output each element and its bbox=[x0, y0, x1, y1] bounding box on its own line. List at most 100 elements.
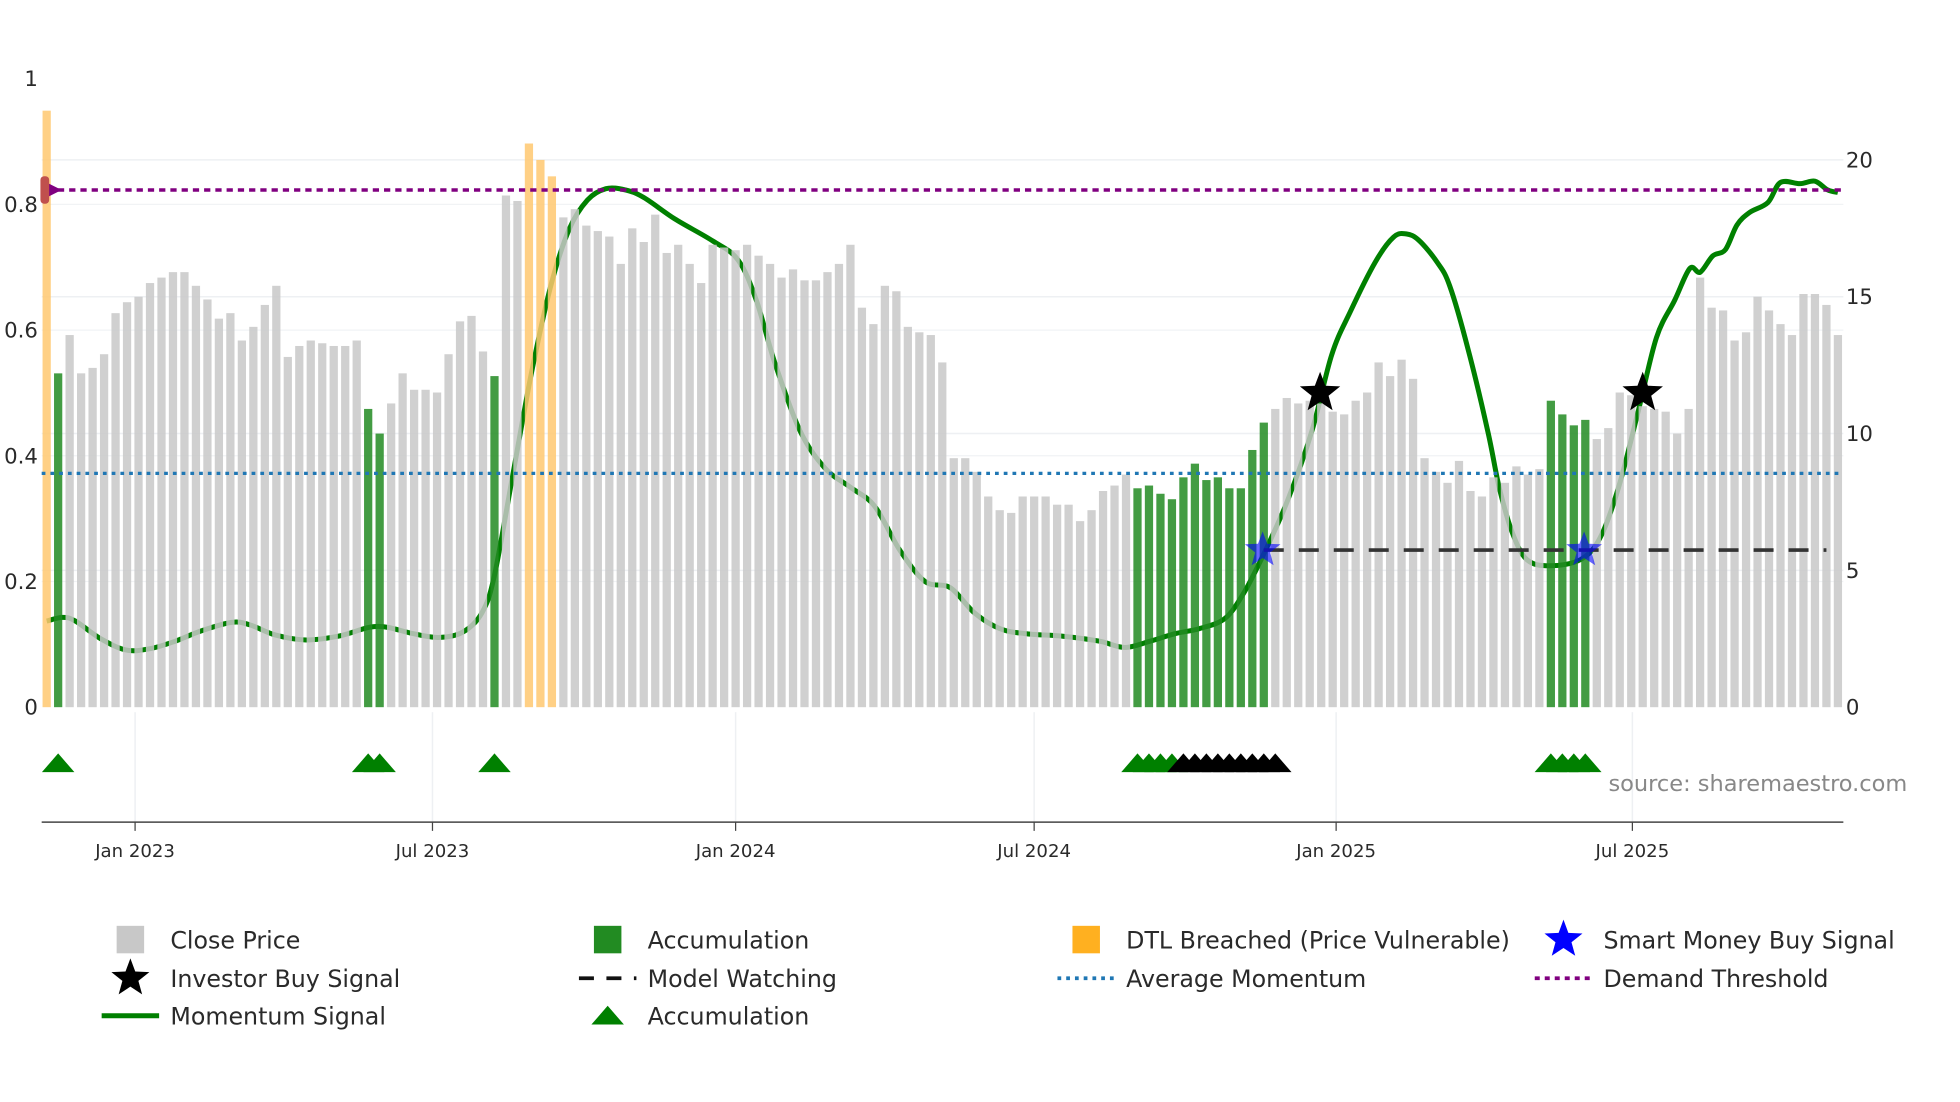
legend-item: Investor Buy Signal bbox=[111, 958, 400, 995]
close-price-bar bbox=[892, 291, 901, 708]
close-price-bar bbox=[788, 269, 798, 708]
accumulation-triangle bbox=[478, 753, 511, 773]
close-price-bar bbox=[134, 296, 143, 708]
close-price-bar bbox=[1374, 362, 1383, 708]
close-price-bar bbox=[915, 332, 924, 708]
close-price-bar bbox=[1317, 403, 1326, 708]
close-price-bar bbox=[168, 272, 178, 708]
accumulation-triangle bbox=[41, 753, 75, 773]
source-label: source: sharemaestro.com bbox=[1608, 771, 1907, 797]
legend-label: DTL Breached (Price Vulnerable) bbox=[1126, 926, 1510, 954]
left-axis-tick: 0.6 bbox=[4, 319, 38, 344]
close-price-bar bbox=[984, 496, 993, 708]
legend-label: Accumulation bbox=[648, 1003, 810, 1031]
close-price-bar bbox=[811, 280, 821, 708]
accumulation-bar bbox=[1190, 463, 1200, 708]
left-axis-tick: 0.8 bbox=[4, 193, 38, 218]
close-price-bar bbox=[1087, 510, 1096, 708]
close-price-bar bbox=[1489, 477, 1498, 708]
close-price-bar bbox=[226, 313, 235, 708]
legend-swatch-icon bbox=[1072, 925, 1100, 954]
close-price-bar bbox=[203, 299, 212, 708]
close-price-bar bbox=[191, 285, 201, 708]
accumulation-bar bbox=[1569, 425, 1578, 708]
dtl-breached-bar bbox=[42, 110, 51, 708]
accumulation-bar bbox=[1144, 485, 1154, 708]
close-price-bar bbox=[478, 351, 488, 708]
close-price-bar bbox=[1650, 408, 1659, 708]
close-price-bar bbox=[1661, 411, 1670, 708]
close-price-bar bbox=[1271, 408, 1280, 708]
close-price-bar bbox=[1351, 400, 1360, 708]
legend-label: Model Watching bbox=[648, 965, 837, 993]
close-price-bar bbox=[1030, 496, 1039, 708]
close-price-bar bbox=[1764, 310, 1774, 708]
accumulation-triangle bbox=[363, 753, 396, 773]
close-price-bar bbox=[272, 285, 281, 708]
legend-item: Close Price bbox=[116, 925, 300, 954]
close-price-bar bbox=[1121, 474, 1131, 708]
close-price-bar bbox=[720, 247, 729, 708]
close-price-bar bbox=[157, 277, 166, 708]
close-price-bar bbox=[570, 209, 579, 708]
close-price-bar bbox=[651, 214, 660, 708]
legend-label: Accumulation bbox=[648, 926, 810, 954]
legend-item: Accumulation bbox=[591, 1003, 809, 1031]
accumulation-bar bbox=[1202, 480, 1211, 708]
close-price-bar bbox=[1385, 376, 1395, 708]
close-price-bar bbox=[708, 244, 717, 708]
left-axis-tick: 0.4 bbox=[4, 444, 38, 469]
legend-label: Investor Buy Signal bbox=[170, 965, 400, 993]
close-price-bar bbox=[1363, 392, 1372, 708]
close-price-bar bbox=[1443, 482, 1452, 708]
accumulation-bar bbox=[1546, 400, 1555, 708]
close-price-bar bbox=[1007, 512, 1016, 708]
legend-triangle-icon bbox=[591, 1005, 624, 1025]
close-price-bar bbox=[318, 343, 327, 708]
close-price-bar bbox=[1638, 406, 1647, 708]
close-price-bar bbox=[1753, 296, 1762, 708]
legend-item: Accumulation bbox=[593, 925, 810, 954]
close-price-bar bbox=[1052, 504, 1062, 708]
x-axis-tick: Jan 2024 bbox=[695, 841, 776, 862]
legend-item: Momentum Signal bbox=[101, 1003, 386, 1031]
right-axis-tick: 15 bbox=[1846, 285, 1873, 310]
demand-threshold-marker bbox=[40, 176, 50, 204]
close-price-bar bbox=[1500, 482, 1510, 708]
close-price-bar bbox=[306, 340, 315, 708]
accumulation-triangle bbox=[1569, 753, 1602, 773]
accumulation-bar bbox=[1167, 499, 1177, 708]
smart-money-buy-star bbox=[1566, 531, 1602, 566]
right-axis-tick: 20 bbox=[1846, 148, 1873, 173]
close-price-bar bbox=[697, 283, 706, 708]
legend-item: Model Watching bbox=[578, 965, 837, 993]
close-price-bar bbox=[421, 389, 430, 708]
accumulation-bar bbox=[375, 433, 384, 708]
close-price-bar bbox=[1075, 521, 1085, 708]
close-price-bar bbox=[628, 228, 637, 708]
legend-star-icon bbox=[1544, 919, 1583, 956]
close-price-bar bbox=[857, 307, 867, 708]
close-price-bar bbox=[846, 244, 855, 708]
close-price-bar bbox=[237, 340, 246, 708]
dtl-breached-bar bbox=[547, 176, 557, 708]
close-price-bar bbox=[765, 263, 775, 708]
watching-triangle bbox=[1259, 753, 1292, 773]
close-price-bar bbox=[1512, 466, 1521, 708]
close-price-bar bbox=[1776, 324, 1785, 708]
close-price-bar bbox=[972, 471, 981, 708]
right-axis-tick: 0 bbox=[1846, 696, 1860, 721]
left-axis-tick: 1 bbox=[24, 67, 38, 92]
x-axis-tick: Jul 2024 bbox=[996, 841, 1071, 862]
close-price-bar bbox=[1535, 469, 1544, 708]
close-price-bar bbox=[1799, 294, 1808, 708]
close-price-bar bbox=[1787, 335, 1797, 708]
accumulation-bar bbox=[54, 373, 63, 708]
close-price-bar bbox=[1431, 471, 1441, 708]
close-price-bar bbox=[823, 272, 832, 708]
accumulation-bar bbox=[1225, 488, 1234, 708]
accumulation-bar bbox=[1179, 477, 1188, 708]
close-price-bar bbox=[467, 315, 476, 708]
close-price-bar bbox=[605, 236, 614, 708]
close-price-bar bbox=[249, 326, 258, 708]
